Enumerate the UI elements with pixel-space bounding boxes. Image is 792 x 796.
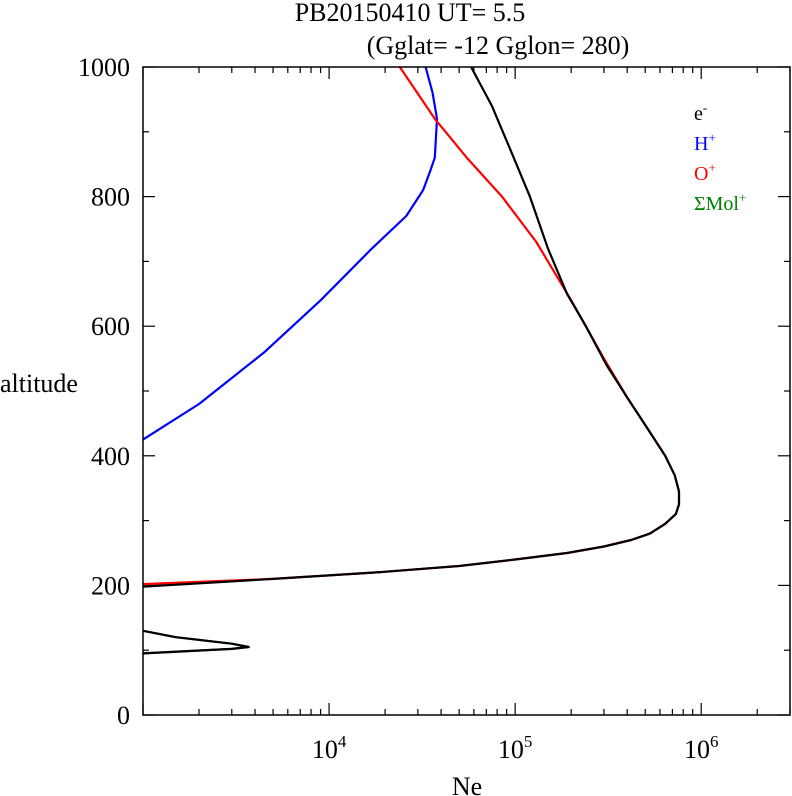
x-axis-label: Ne: [452, 772, 482, 796]
legend-entry: ΣMol+: [694, 190, 746, 215]
y-tick-label: 600: [91, 312, 130, 341]
y-tick-label: 200: [91, 571, 130, 600]
series-lines: [143, 67, 681, 655]
series-line-2-0: [143, 67, 681, 586]
axis-tick-labels: 0 200 400 600 800 1000 104 105 106: [78, 53, 718, 764]
series-line-1-0: [143, 67, 439, 441]
y-tick-label: 1000: [78, 53, 130, 82]
y-axis-label: altitude: [0, 369, 78, 398]
legend-entry: H+: [694, 130, 716, 155]
plot-frame: [142, 66, 791, 716]
x-tick-label: 104: [312, 732, 347, 764]
y-tick-label: 800: [91, 183, 130, 212]
legend-entry: e-: [694, 100, 707, 125]
y-tick-label: 0: [117, 701, 130, 730]
y-tick-label: 400: [91, 442, 130, 471]
legend: e- H+ O+ ΣMol+: [694, 100, 746, 215]
series-line-0-1: [143, 67, 681, 588]
x-tick-label: 105: [498, 732, 533, 764]
series-line-0-0: [143, 629, 250, 655]
axis-ticks: [142, 66, 791, 716]
legend-entry: O+: [694, 160, 716, 185]
x-tick-label: 106: [684, 732, 719, 764]
chart-title: PB20150410 UT= 5.5: [295, 0, 526, 27]
chart-subtitle: (Gglat= -12 Gglon= 280): [367, 31, 630, 60]
